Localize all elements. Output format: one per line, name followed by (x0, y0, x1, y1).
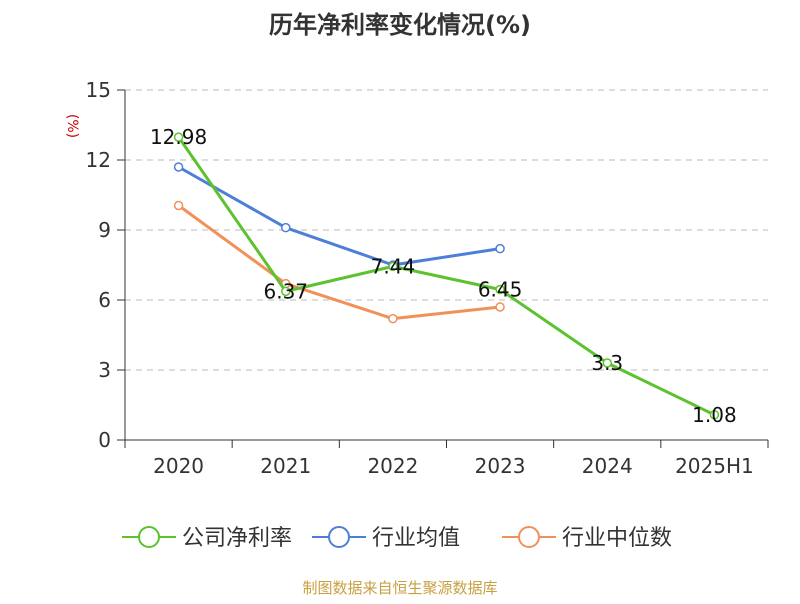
x-tick-label: 2022 (367, 454, 418, 478)
x-tick-label: 2021 (260, 454, 311, 478)
data-label: 6.37 (263, 279, 308, 303)
data-label: 1.08 (692, 403, 737, 427)
data-point (388, 261, 398, 272)
y-tick-label: 12 (86, 148, 111, 172)
legend-marker (518, 526, 540, 548)
x-tick-label: 2023 (475, 454, 526, 478)
data-point (281, 286, 291, 297)
data-point (173, 162, 184, 172)
x-tick-label: 2020 (153, 454, 204, 478)
data-label: 7.44 (371, 254, 416, 278)
data-point (388, 313, 398, 324)
y-tick-label: 15 (86, 78, 111, 102)
data-label: 6.45 (478, 278, 523, 302)
series-line (177, 136, 716, 417)
y-tick-label: 6 (98, 288, 111, 312)
data-point (709, 410, 720, 420)
series-lines (173, 132, 720, 420)
data-point (173, 132, 184, 142)
y-tick-label: 3 (98, 358, 111, 382)
legend-label: 公司净利率 (182, 526, 292, 551)
y-axis-label: (%) (64, 114, 80, 138)
x-tick-label: 2024 (582, 454, 633, 478)
legend-marker (138, 526, 160, 548)
data-point (281, 222, 291, 233)
legend-label: 行业中位数 (562, 526, 672, 551)
series-line (177, 165, 501, 267)
data-point (495, 302, 505, 312)
data-label: 12.98 (150, 125, 207, 149)
y-tick-label: 9 (98, 218, 111, 242)
y-tick-label: 0 (98, 428, 111, 452)
data-point (602, 358, 612, 368)
data-point (495, 284, 505, 295)
series-line (177, 204, 501, 321)
legend-label: 行业均值 (372, 526, 460, 551)
legend-marker (328, 526, 350, 548)
legend: 公司净利率 行业均值 行业中位数 (122, 526, 672, 551)
chart-title: 历年净利率变化情况(%) (269, 11, 531, 39)
x-tick-label: 2025H1 (675, 454, 754, 478)
grid-lines (125, 89, 768, 371)
data-point (173, 200, 184, 211)
axes: 0 3 6 9 12 15 2020 2021 2022 2023 2024 2025H1 (86, 78, 769, 478)
data-point (495, 243, 505, 254)
data-labels: 12.98 6.37 7.44 6.45 3.3 1.08 (150, 125, 737, 427)
source-note: 制图数据来自恒生聚源数据库 (302, 579, 497, 597)
data-label: 3.3 (591, 351, 623, 375)
